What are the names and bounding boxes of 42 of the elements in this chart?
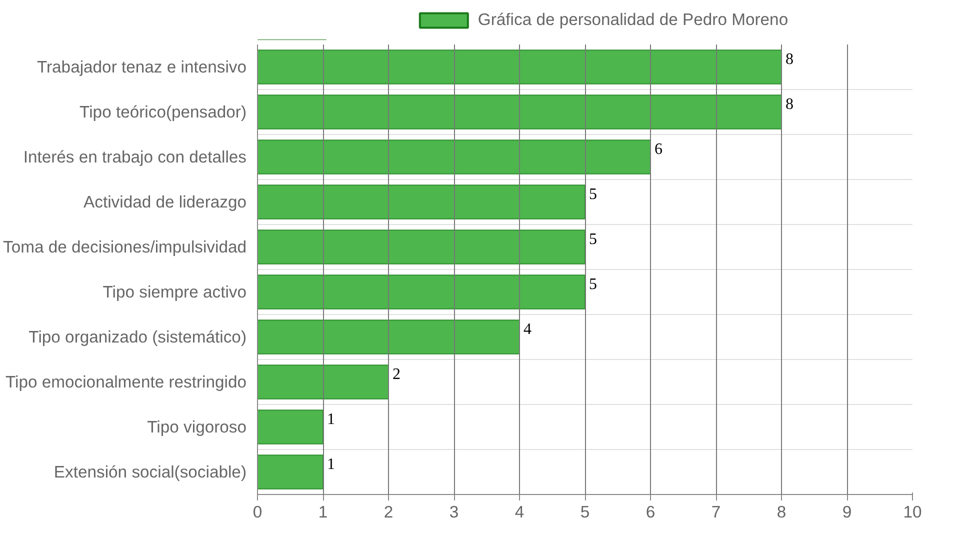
legend-label: Gráfica de personalidad de Pedro Moreno xyxy=(478,10,788,30)
bar xyxy=(258,454,324,490)
x-tick-label: 2 xyxy=(384,502,394,522)
data-label: 5 xyxy=(589,186,597,203)
x-tick-label: 3 xyxy=(449,502,459,522)
bar xyxy=(258,274,586,310)
y-tick-label: Trabajador tenaz e intensivo xyxy=(36,58,246,76)
bar xyxy=(258,410,324,444)
y-tick-label: Tipo organizado (sistemático) xyxy=(28,328,247,346)
x-tick-label: 9 xyxy=(842,502,852,522)
data-label: 8 xyxy=(786,51,794,68)
x-tick-label: 7 xyxy=(711,502,721,522)
data-label: 5 xyxy=(589,231,597,248)
bar xyxy=(258,140,651,174)
data-label: 1 xyxy=(327,456,335,473)
x-tick-label: 6 xyxy=(646,502,656,522)
bar xyxy=(258,50,782,84)
y-tick-label: Toma de decisiones/impulsividad xyxy=(3,238,247,256)
bar xyxy=(258,230,586,264)
y-tick-label: Interés en trabajo con detalles xyxy=(23,148,247,166)
y-tick-label: Extensión social(sociable) xyxy=(54,462,247,482)
bar xyxy=(258,364,389,400)
x-tick-label: 0 xyxy=(252,502,262,522)
bar xyxy=(258,320,520,354)
x-tick-label: 5 xyxy=(580,502,590,522)
y-tick-label: Actividad de liderazgo xyxy=(84,192,247,212)
bar xyxy=(258,94,782,130)
x-tick-label: 8 xyxy=(776,502,786,522)
x-tick-label: 4 xyxy=(514,502,524,522)
bar xyxy=(258,184,586,220)
y-tick-label: Tipo teórico(pensador) xyxy=(80,102,246,122)
y-tick-label: Tipo emocionalmente restringido xyxy=(5,372,247,392)
data-label: 6 xyxy=(654,141,662,158)
data-label: 8 xyxy=(786,96,794,113)
data-label: 4 xyxy=(524,321,532,338)
x-tick-label: 10 xyxy=(903,502,922,522)
data-label: 1 xyxy=(327,411,335,428)
x-tick-label: 1 xyxy=(318,502,328,522)
y-tick-label: Tipo vigoroso xyxy=(147,418,247,436)
y-tick-label: Tipo siempre activo xyxy=(102,282,247,302)
data-label: 2 xyxy=(392,366,400,383)
data-label: 5 xyxy=(589,276,597,293)
